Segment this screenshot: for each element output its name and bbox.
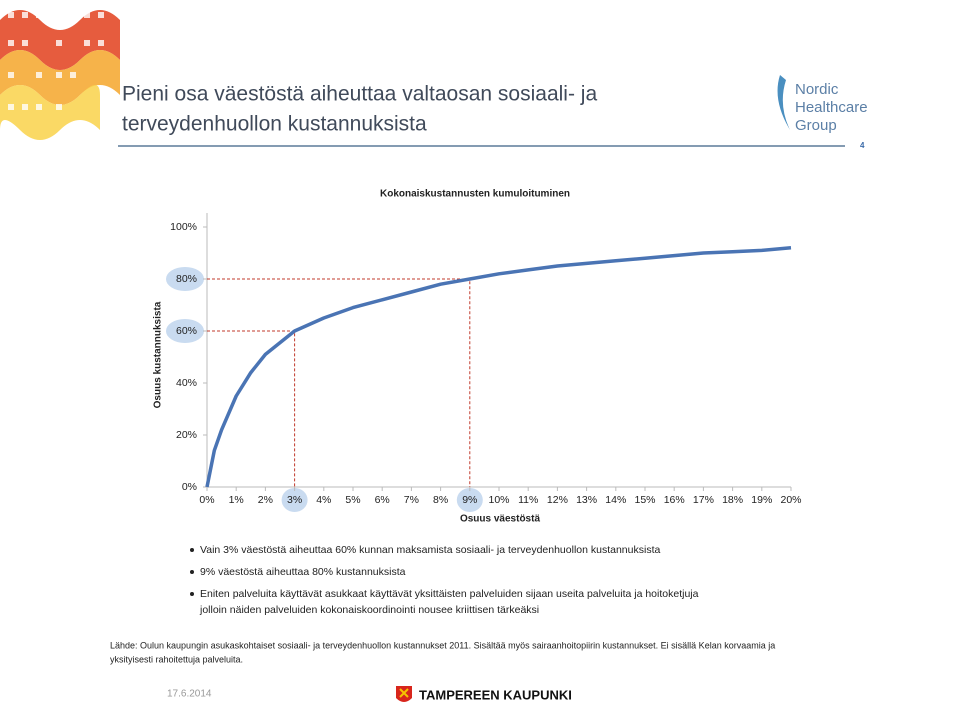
decor-pattern xyxy=(0,0,125,140)
x-tick-label: 11% xyxy=(518,494,538,506)
x-tick-label: 0% xyxy=(199,494,214,506)
x-tick-label: 5% xyxy=(345,494,360,506)
bullet-text: 9% väestöstä aiheuttaa 80% kustannuksist… xyxy=(200,566,406,578)
bullet-text: Eniten palveluita käyttävät asukkaat käy… xyxy=(200,588,699,600)
y-axis-label: Osuus kustannuksista xyxy=(153,301,164,408)
bullet-dot xyxy=(190,548,194,552)
reference-line xyxy=(207,278,471,487)
y-tick-label: 0% xyxy=(182,481,197,493)
page-number: 4 xyxy=(860,141,865,150)
y-tick-label: 80% xyxy=(176,273,197,285)
x-tick-label: 15% xyxy=(634,494,655,506)
x-tick-label: 8% xyxy=(433,494,448,506)
x-tick-label: 7% xyxy=(404,494,419,506)
reference-line xyxy=(207,330,296,487)
x-tick-label: 18% xyxy=(722,494,743,506)
x-tick-label: 2% xyxy=(258,494,273,506)
x-tick-label: 12% xyxy=(547,494,568,506)
logo-mark xyxy=(777,75,790,130)
title-line: terveydenhuollon kustannuksista xyxy=(122,113,427,136)
tick-highlight xyxy=(281,488,308,512)
x-tick-label: 20% xyxy=(780,494,801,506)
x-tick-label: 6% xyxy=(375,494,390,506)
x-tick-label: 19% xyxy=(751,494,772,506)
x-tick-label: 4% xyxy=(316,494,331,506)
source-text: yksityisesti rahoitettuja palveluita. xyxy=(110,654,243,664)
footer-crest-detail xyxy=(399,688,409,698)
chart-title: Kokonaiskustannusten kumuloituminen xyxy=(380,189,570,200)
tick-highlight xyxy=(166,267,204,291)
x-tick-label: 17% xyxy=(693,494,714,506)
x-tick-label: 16% xyxy=(664,494,685,506)
x-tick-label: 14% xyxy=(605,494,626,506)
title-line: Pieni osa väestöstä aiheuttaa valtaosan … xyxy=(122,83,597,106)
logo-text: Nordic xyxy=(795,81,839,98)
bullet-dot xyxy=(190,592,194,596)
tick-highlight xyxy=(166,319,204,343)
bullets: Vain 3% väestöstä aiheuttaa 60% kunnan m… xyxy=(190,544,699,616)
y-tick-label: 100% xyxy=(170,221,197,233)
x-tick-label: 13% xyxy=(576,494,597,506)
bullet-text: jolloin näiden palveluiden kokonaiskoord… xyxy=(199,604,539,616)
bullet-text: Vain 3% väestöstä aiheuttaa 60% kunnan m… xyxy=(200,544,660,556)
source-text: Lähde: Oulun kaupungin asukaskohtaiset s… xyxy=(110,640,775,650)
y-tick-label: 20% xyxy=(176,429,197,441)
x-tick-label: 3% xyxy=(287,494,302,506)
y-tick-label: 40% xyxy=(176,377,197,389)
date: 17.6.2014 xyxy=(167,689,212,700)
x-tick-label: 1% xyxy=(229,494,244,506)
footer-text: TAMPEREEN KAUPUNKI xyxy=(419,687,572,702)
y-tick-label: 60% xyxy=(176,325,197,337)
x-axis-label: Osuus väestöstä xyxy=(460,514,540,525)
tick-highlight xyxy=(456,488,483,512)
logo-text: Group xyxy=(795,117,837,134)
bullet-dot xyxy=(190,570,194,574)
logo-text: Healthcare xyxy=(795,99,868,116)
x-tick-label: 9% xyxy=(462,494,477,506)
x-tick-label: 10% xyxy=(488,494,509,506)
series-line xyxy=(205,246,792,488)
